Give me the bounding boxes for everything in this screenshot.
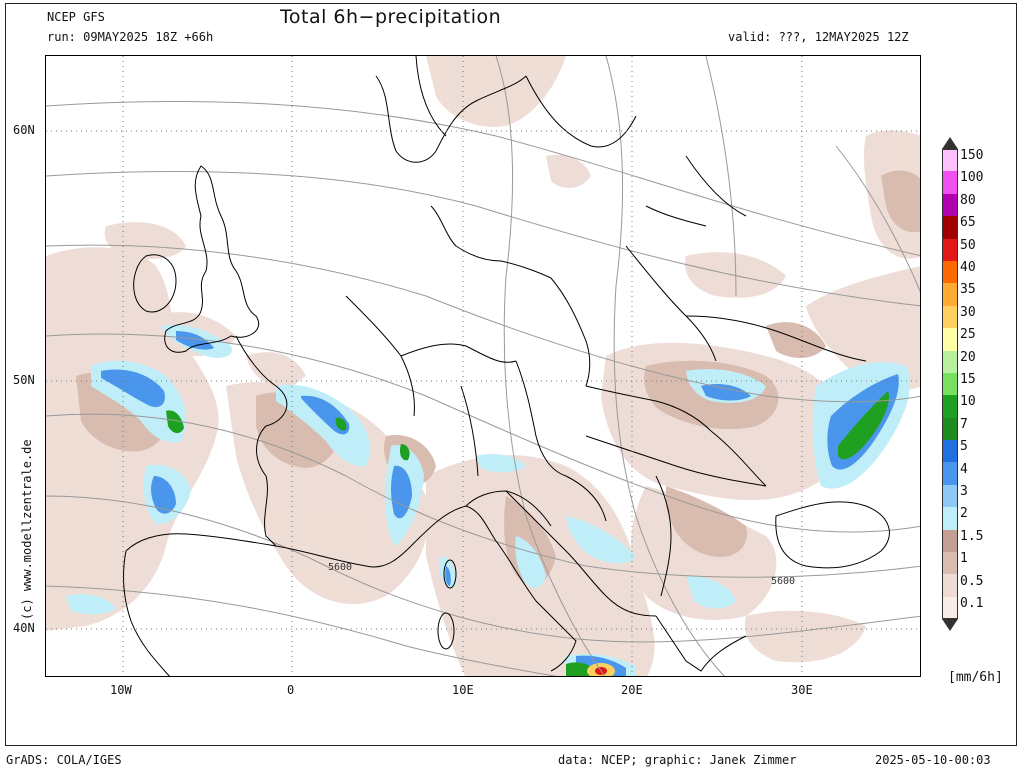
lat-label-50n: 50N (13, 373, 35, 387)
graticule (46, 56, 920, 676)
legend-label: 35 (960, 282, 976, 298)
legend-swatch (942, 305, 958, 329)
lat-label-40n: 40N (13, 621, 35, 635)
legend-swatch (942, 216, 958, 239)
legend-swatch (942, 372, 958, 396)
legend-swatch (942, 417, 958, 441)
footer-grads: GrADS: COLA/IGES (6, 753, 122, 767)
model-name: NCEP GFS (47, 10, 105, 24)
legend-bottom-arrow (942, 619, 958, 632)
legend-label: 1.5 (960, 528, 984, 544)
legend-swatch (942, 440, 958, 463)
legend-swatch (942, 529, 958, 553)
legend-label: 10 (960, 394, 976, 410)
coastlines-borders (123, 56, 890, 676)
contour-label-west: 5600 (328, 562, 352, 573)
legend-label: 0.5 (960, 573, 984, 589)
lat-label-60n: 60N (13, 123, 35, 137)
legend-label: 0.1 (960, 596, 984, 611)
contour-label-east: 5600 (771, 576, 795, 587)
legend-swatch (942, 328, 958, 351)
legend-label: 80 (960, 192, 976, 208)
legend-label: 20 (960, 349, 976, 365)
legend-swatch (942, 238, 958, 261)
run-info: run: 09MAY2025 18Z +66h (47, 30, 214, 44)
legend-label: 4 (960, 461, 968, 477)
lon-label-10e: 10E (452, 683, 474, 697)
legend-unit: [mm/6h] (948, 670, 1003, 685)
valid-time: valid: ???, 12MAY2025 12Z (728, 30, 909, 44)
legend-swatch (942, 171, 958, 194)
precip-heavy-spot (587, 663, 615, 676)
legend-swatch (942, 395, 958, 418)
legend-swatch (942, 574, 958, 597)
legend-label: 3 (960, 484, 968, 499)
legend-label: 65 (960, 215, 976, 231)
lon-label-30e: 30E (791, 683, 813, 697)
legend-label: 50 (960, 237, 976, 253)
legend-swatch (942, 283, 958, 306)
site-credit: (c) www.modellzentrale.de (20, 439, 34, 620)
legend-swatch (942, 260, 958, 284)
map-title: Total 6h−precipitation (280, 6, 502, 28)
legend-label: 150 (960, 148, 984, 163)
legend-swatch (942, 462, 958, 485)
legend-swatch (942, 507, 958, 530)
height-contours (46, 56, 920, 676)
figure-frame (5, 3, 1017, 746)
legend-label: 15 (960, 372, 976, 387)
legend-label: 7 (960, 416, 968, 432)
legend-label: 100 (960, 170, 984, 186)
legend-swatch (942, 149, 958, 172)
legend-label: 25 (960, 327, 976, 343)
legend-label: 1 (960, 551, 968, 567)
precip-legend (942, 137, 958, 632)
legend-swatch (942, 350, 958, 373)
lon-label-20e: 20E (621, 683, 643, 697)
legend-label: 40 (960, 260, 976, 275)
legend-swatch (942, 484, 958, 508)
lon-label-10w: 10W (110, 683, 132, 697)
legend-label: 2 (960, 506, 968, 522)
precip-green-fields (166, 391, 890, 676)
legend-swatches (942, 149, 958, 620)
legend-swatch (942, 193, 958, 217)
legend-swatch (942, 596, 958, 620)
legend-label: 30 (960, 304, 976, 320)
legend-top-arrow (942, 137, 958, 149)
legend-swatch (942, 552, 958, 575)
lon-label-0: 0 (287, 683, 295, 697)
footer-timestamp: 2025-05-10-00:03 (875, 753, 991, 767)
footer-data-credit: data: NCEP; graphic: Janek Zimmer (558, 753, 797, 767)
precipitation-map: 5600 5600 (45, 55, 921, 677)
legend-label: 5 (960, 439, 968, 455)
